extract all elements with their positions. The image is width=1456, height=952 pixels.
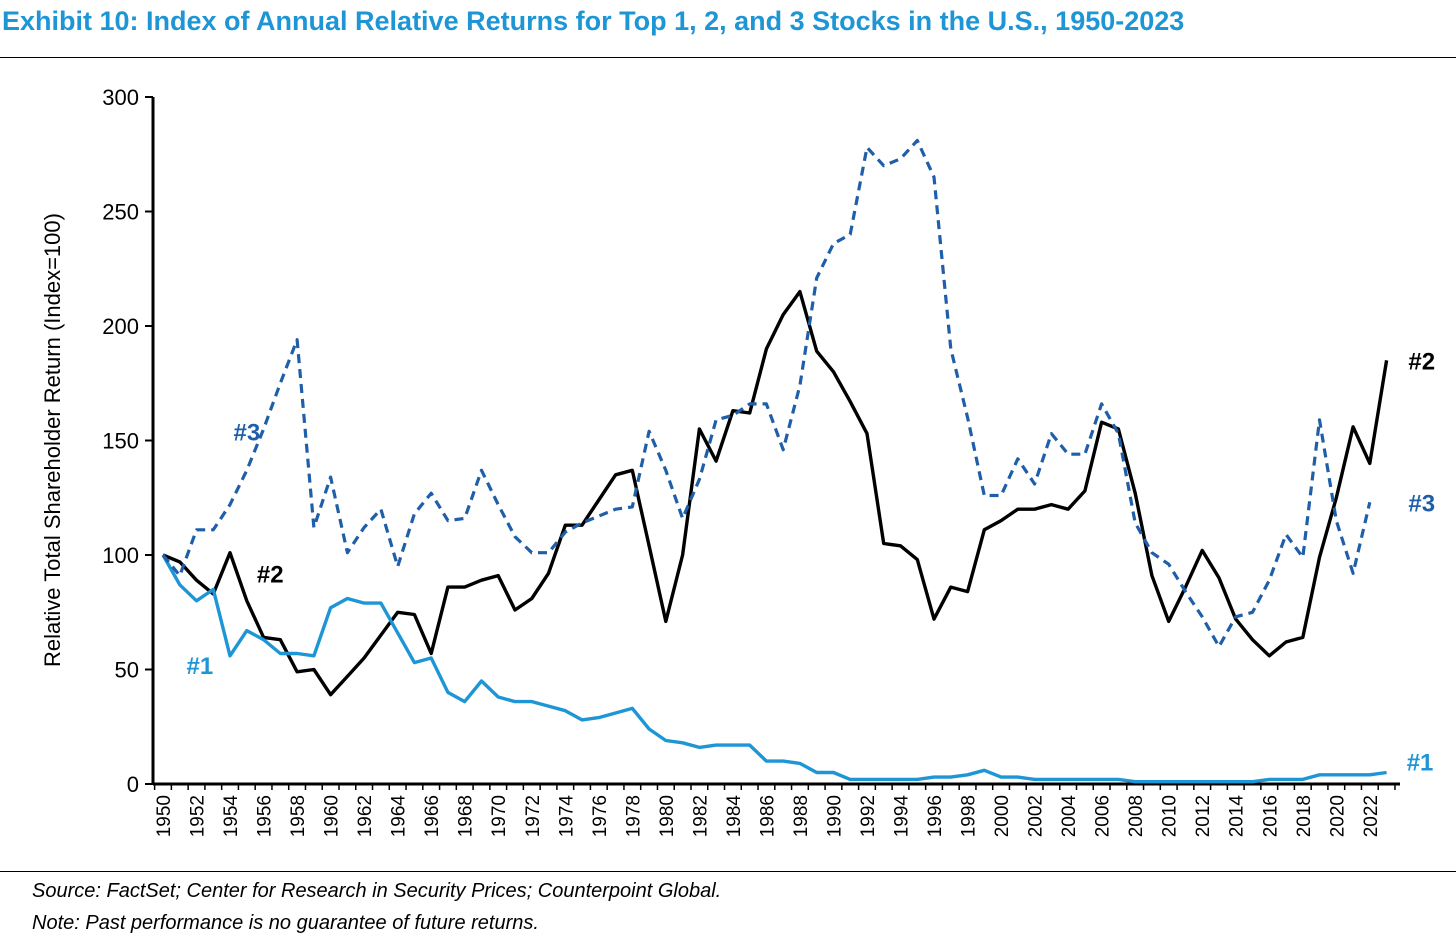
- series-line-n3: [161, 138, 1372, 649]
- x-tick-label: 1960: [322, 795, 343, 837]
- x-tick-label: 1964: [389, 795, 410, 838]
- x-tick-label: 2014: [1227, 795, 1248, 838]
- x-tick-label: 1958: [288, 795, 309, 837]
- x-tick-label: 2006: [1093, 795, 1114, 837]
- y-tick-label: 50: [115, 658, 139, 683]
- y-axis-title: Relative Total Shareholder Return (Index…: [40, 213, 65, 667]
- x-tick-label: 1970: [489, 795, 510, 837]
- series-label-n3: #3: [234, 420, 261, 447]
- x-tick-label: 1986: [757, 795, 778, 837]
- x-tick-label: 1954: [221, 795, 242, 838]
- x-tick-label: 1998: [959, 795, 980, 837]
- x-tick-label: 2004: [1059, 795, 1080, 838]
- series-label-n3: #3: [1408, 490, 1435, 517]
- x-tick-label: 1950: [154, 795, 175, 837]
- x-tick-label: 1996: [925, 795, 946, 837]
- y-tick-label: 300: [102, 85, 139, 110]
- series-line-n1: [161, 554, 1387, 784]
- x-tick-label: 1972: [523, 795, 544, 837]
- x-tick-label: 1994: [892, 795, 913, 838]
- x-tick-label: 1966: [422, 795, 443, 837]
- x-tick-label: 2020: [1327, 795, 1348, 837]
- x-tick-label: 1956: [255, 795, 276, 837]
- x-tick-label: 1968: [456, 795, 477, 837]
- x-tick-label: 1978: [623, 795, 644, 837]
- x-tick-label: 2008: [1126, 795, 1147, 837]
- title-divider: [0, 57, 1456, 58]
- x-tick-label: 2016: [1260, 795, 1281, 837]
- performance-note: Note: Past performance is no guarantee o…: [32, 912, 539, 934]
- x-tick-label: 1980: [657, 795, 678, 837]
- x-tick-label: 1990: [824, 795, 845, 837]
- y-axis-ticks: [145, 96, 155, 785]
- series-label-n1: #1: [187, 653, 214, 680]
- y-tick-label: 150: [102, 429, 139, 454]
- x-tick-label: 2010: [1160, 795, 1181, 837]
- series-labels: #1 #1 #2 #2 #3 #3: [187, 349, 1436, 777]
- source-note: Source: FactSet; Center for Research in …: [32, 880, 722, 902]
- x-tick-label: 2012: [1193, 795, 1214, 837]
- x-tick-label: 1952: [188, 795, 209, 837]
- y-tick-label: 0: [127, 772, 139, 797]
- exhibit-title: Exhibit 10: Index of Annual Relative Ret…: [2, 6, 1185, 36]
- x-tick-label: 2000: [992, 795, 1013, 837]
- series-lines: [161, 138, 1389, 784]
- series-line-n2: [162, 289, 1389, 697]
- series-label-n1: #1: [1407, 749, 1434, 776]
- x-tick-label: 1984: [724, 795, 745, 838]
- y-tick-label: 250: [102, 200, 139, 225]
- x-axis: 1950 1952 1954 1956 1958 1960 1962 1964 1966 1968…: [153, 782, 1400, 838]
- x-tick-label: 1974: [556, 795, 577, 838]
- y-axis-tick-labels: 0 50 100 150 200 250 300: [102, 85, 139, 797]
- y-tick-label: 100: [102, 543, 139, 568]
- footer-divider: [0, 871, 1456, 872]
- x-tick-label: 2002: [1026, 795, 1047, 837]
- y-tick-label: 200: [102, 314, 139, 339]
- series-label-n2: #2: [257, 561, 284, 588]
- x-tick-label: 1992: [858, 795, 879, 837]
- x-tick-label: 2018: [1294, 795, 1315, 837]
- x-tick-label: 1988: [791, 795, 812, 837]
- x-tick-label: 1962: [355, 795, 376, 837]
- x-tick-label: 1976: [590, 795, 611, 837]
- x-tick-label: 2022: [1361, 795, 1382, 837]
- x-tick-label: 1982: [690, 795, 711, 837]
- series-label-n2: #2: [1408, 349, 1435, 376]
